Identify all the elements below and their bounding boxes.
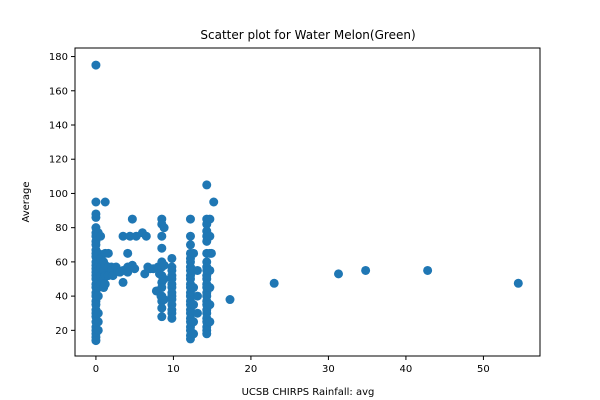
- data-point: [423, 265, 433, 275]
- data-point: [91, 197, 101, 207]
- y-tick-label: 140: [49, 121, 68, 132]
- plot-frame: [74, 47, 541, 357]
- data-point: [91, 212, 101, 222]
- data-point: [189, 283, 199, 293]
- data-point: [123, 248, 133, 258]
- data-point: [202, 329, 212, 339]
- data-point: [225, 295, 235, 305]
- x-tick-label: 30: [322, 364, 335, 375]
- data-point: [157, 283, 167, 293]
- data-point: [189, 248, 199, 258]
- y-tick-label: 120: [49, 155, 68, 166]
- data-point: [192, 308, 202, 318]
- data-point: [157, 231, 167, 241]
- data-point: [159, 274, 169, 284]
- y-tick-label: 40: [55, 292, 68, 303]
- data-point: [91, 60, 101, 70]
- y-tick-label: 160: [49, 86, 68, 97]
- data-point: [93, 291, 103, 301]
- y-tick-label: 60: [55, 257, 68, 268]
- data-point: [205, 265, 215, 275]
- y-axis: 20 40 60 80 100 120 140 160 180: [49, 52, 75, 337]
- data-point: [209, 197, 219, 207]
- data-point: [205, 231, 215, 241]
- data-point: [118, 231, 128, 241]
- data-point: [205, 317, 215, 327]
- data-point: [93, 317, 103, 327]
- data-point: [205, 283, 215, 293]
- data-point: [167, 253, 177, 263]
- data-point: [205, 300, 215, 310]
- data-point: [93, 308, 103, 318]
- data-point: [130, 264, 140, 274]
- data-point: [159, 260, 169, 270]
- data-point: [141, 231, 151, 241]
- y-tick-label: 80: [55, 223, 68, 234]
- data-point: [185, 231, 195, 241]
- data-point: [157, 243, 167, 253]
- data-point: [513, 278, 523, 288]
- data-point: [123, 267, 133, 277]
- x-tick-label: 20: [245, 364, 258, 375]
- data-point: [159, 295, 169, 305]
- data-point: [202, 180, 212, 190]
- y-tick-label: 180: [49, 52, 68, 63]
- chart-title: Scatter plot for Water Melon(Green): [200, 28, 415, 42]
- data-point: [185, 214, 195, 224]
- x-tick-label: 10: [167, 364, 180, 375]
- data-point: [157, 303, 167, 313]
- x-tick-label: 50: [477, 364, 490, 375]
- data-point: [361, 265, 371, 275]
- points-layer: [91, 60, 523, 346]
- data-point: [269, 278, 279, 288]
- data-point: [334, 269, 343, 279]
- data-point: [96, 231, 106, 241]
- x-axis-label: UCSB CHIRPS Rainfall: avg: [242, 387, 375, 398]
- y-tick-label: 100: [49, 189, 68, 200]
- data-point: [192, 291, 202, 301]
- data-point: [192, 265, 202, 275]
- y-axis-label: Average: [21, 181, 32, 222]
- y-tick-label: 20: [55, 326, 68, 337]
- x-tick-label: 40: [400, 364, 413, 375]
- data-point: [167, 313, 177, 323]
- data-point: [118, 277, 128, 287]
- data-point: [205, 214, 215, 224]
- data-point: [127, 214, 137, 224]
- data-point: [159, 223, 169, 233]
- data-point: [185, 240, 195, 250]
- data-point: [189, 317, 199, 327]
- data-point: [189, 329, 199, 339]
- data-point: [157, 312, 167, 322]
- x-axis: 0 10 20 30 40 50: [93, 356, 490, 375]
- data-point: [103, 248, 113, 258]
- data-point: [100, 197, 110, 207]
- data-point: [206, 248, 216, 258]
- data-point: [93, 325, 103, 335]
- data-point: [100, 279, 110, 289]
- data-point: [125, 231, 135, 241]
- x-tick-label: 0: [93, 364, 99, 375]
- data-point: [91, 336, 101, 346]
- data-point: [189, 300, 199, 310]
